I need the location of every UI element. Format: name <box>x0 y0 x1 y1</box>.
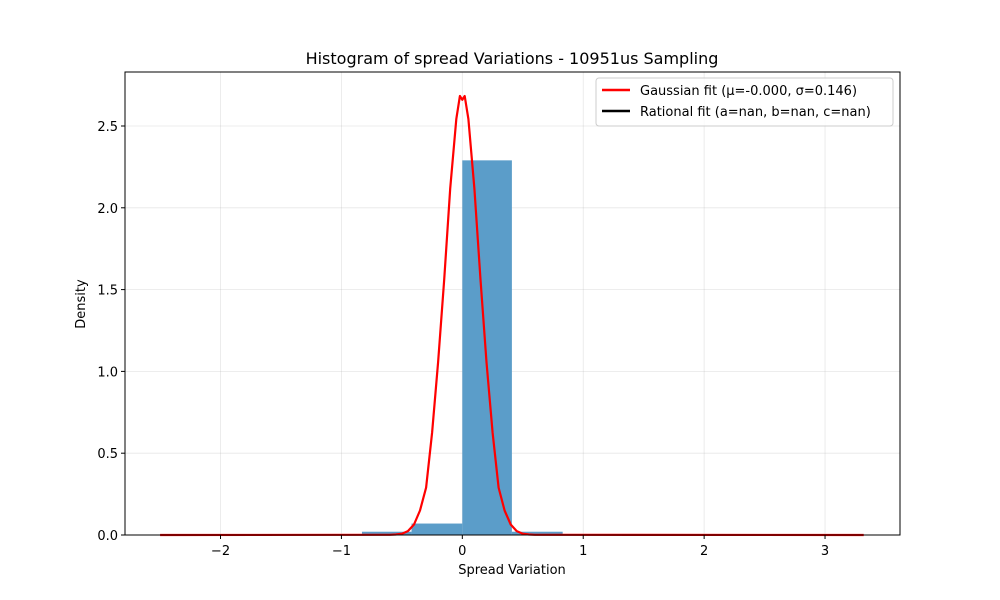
x-tick-label: 3 <box>821 544 829 559</box>
legend-label-gaussian: Gaussian fit (μ=-0.000, σ=0.146) <box>640 84 857 99</box>
plot-frame <box>124 71 901 536</box>
legend: Gaussian fit (μ=-0.000, σ=0.146) Rationa… <box>595 77 894 127</box>
y-axis-label: Density <box>74 279 89 329</box>
x-tick-label: 0 <box>458 544 466 559</box>
chart-title: Histogram of spread Variations - 10951us… <box>306 49 719 68</box>
x-axis-label: Spread Variation <box>458 563 566 578</box>
x-tick-label: 1 <box>579 544 587 559</box>
legend-box <box>595 77 894 127</box>
histogram-bar <box>361 531 412 535</box>
histogram-bar <box>411 523 463 535</box>
x-tick-label: 2 <box>700 544 708 559</box>
y-tick-label: 0.0 <box>97 529 118 544</box>
fit-lines <box>160 94 864 537</box>
y-tick-label: 1.0 <box>97 365 118 380</box>
y-tick-label: 2.5 <box>97 120 118 135</box>
series-line-0 <box>160 94 864 537</box>
y-axis-ticks: 0.0 0.5 1.0 1.5 2.0 2.5 <box>97 120 125 544</box>
histogram-bar <box>462 160 512 535</box>
x-tick-label: −2 <box>211 544 230 559</box>
histogram-bar <box>511 531 563 535</box>
histogram-bars <box>361 160 563 535</box>
y-tick-label: 2.0 <box>97 202 118 217</box>
y-tick-label: 0.5 <box>97 447 118 462</box>
y-tick-label: 1.5 <box>97 284 118 299</box>
legend-label-rational: Rational fit (a=nan, b=nan, c=nan) <box>640 105 871 120</box>
x-axis-ticks: −2 −1 0 1 2 3 <box>211 535 829 559</box>
x-tick-label: −1 <box>332 544 351 559</box>
